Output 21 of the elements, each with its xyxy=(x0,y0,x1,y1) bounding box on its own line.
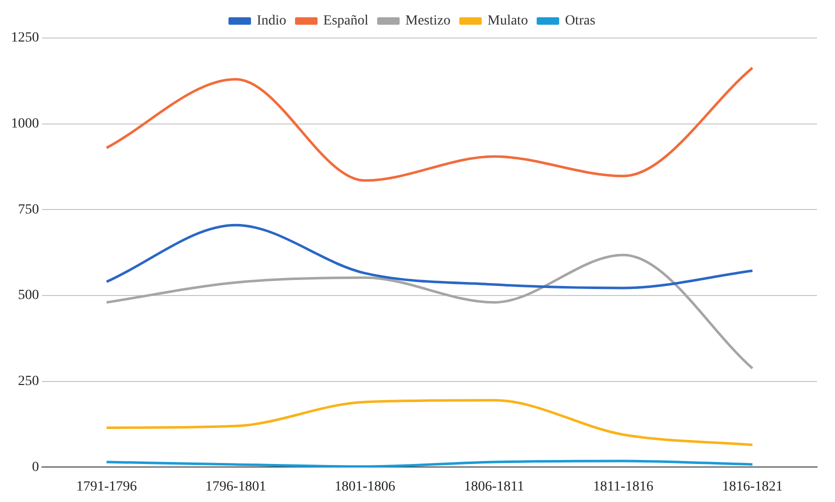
legend-label: Mulato xyxy=(487,14,528,29)
x-tick-label: 1806-1811 xyxy=(464,479,524,494)
legend-label: Indio xyxy=(256,14,286,29)
x-tick-label: 1796-1801 xyxy=(205,479,266,494)
y-tick-label: 1250 xyxy=(11,30,39,46)
legend-label: Otras xyxy=(564,14,596,29)
y-tick-label: 0 xyxy=(32,460,39,475)
line-series xyxy=(105,398,754,446)
x-tick-label: 1816-1821 xyxy=(722,479,783,494)
x-tick-label: 1811-1816 xyxy=(593,479,654,494)
y-tick-label: 500 xyxy=(18,288,39,304)
x-tick-label: 1801-1806 xyxy=(334,479,396,494)
line-series xyxy=(105,66,754,182)
y-tick-label: 750 xyxy=(18,202,39,218)
line-series xyxy=(105,254,754,370)
y-tick-label: 1000 xyxy=(11,116,39,132)
line-series xyxy=(105,224,754,290)
legend-label: Español xyxy=(323,14,369,29)
y-tick-label: 250 xyxy=(18,374,39,390)
legend-label: Mestizo xyxy=(405,14,450,29)
x-tick-label: 1791-1796 xyxy=(76,479,137,494)
